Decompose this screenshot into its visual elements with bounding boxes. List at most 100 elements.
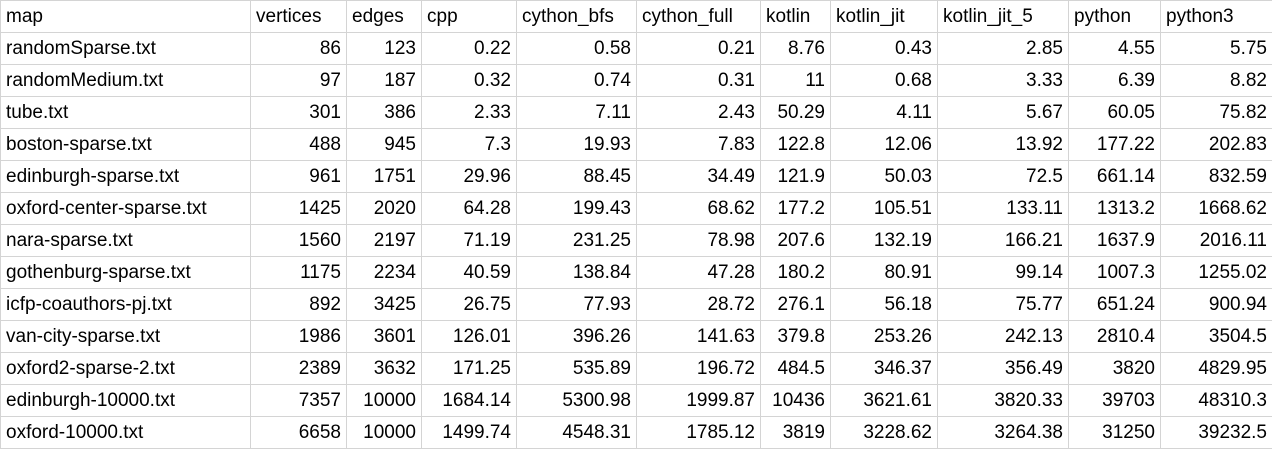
cell-python3[interactable]: 48310.3 xyxy=(1160,384,1272,417)
cell-vertices[interactable]: 1425 xyxy=(250,192,347,225)
cell-python[interactable]: 6.39 xyxy=(1068,64,1161,97)
cell-cython-bfs[interactable]: 138.84 xyxy=(516,256,637,289)
cell-cpp[interactable]: 0.32 xyxy=(421,64,517,97)
cell-edges[interactable]: 2197 xyxy=(346,224,422,257)
cell-kotlin-jit[interactable]: 0.43 xyxy=(830,32,938,65)
cell-cython-bfs[interactable]: 0.58 xyxy=(516,32,637,65)
cell-map[interactable]: edinburgh-10000.txt xyxy=(0,384,251,417)
column-header-cython-full[interactable]: cython_full xyxy=(636,0,761,33)
cell-python[interactable]: 661.14 xyxy=(1068,160,1161,193)
cell-python[interactable]: 3820 xyxy=(1068,352,1161,385)
cell-python[interactable]: 2810.4 xyxy=(1068,320,1161,353)
cell-kotlin-jit[interactable]: 4.11 xyxy=(830,96,938,129)
cell-cython-bfs[interactable]: 396.26 xyxy=(516,320,637,353)
cell-vertices[interactable]: 1560 xyxy=(250,224,347,257)
cell-cpp[interactable]: 2.33 xyxy=(421,96,517,129)
cell-python[interactable]: 31250 xyxy=(1068,416,1161,449)
cell-kotlin-jit-5[interactable]: 75.77 xyxy=(937,288,1069,321)
cell-cpp[interactable]: 26.75 xyxy=(421,288,517,321)
cell-map[interactable]: oxford2-sparse-2.txt xyxy=(0,352,251,385)
cell-cpp[interactable]: 40.59 xyxy=(421,256,517,289)
cell-vertices[interactable]: 7357 xyxy=(250,384,347,417)
cell-cython-full[interactable]: 78.98 xyxy=(636,224,761,257)
cell-kotlin[interactable]: 3819 xyxy=(760,416,831,449)
cell-python3[interactable]: 4829.95 xyxy=(1160,352,1272,385)
cell-kotlin-jit[interactable]: 253.26 xyxy=(830,320,938,353)
column-header-kotlin[interactable]: kotlin xyxy=(760,0,831,33)
cell-kotlin-jit-5[interactable]: 3820.33 xyxy=(937,384,1069,417)
cell-cpp[interactable]: 126.01 xyxy=(421,320,517,353)
cell-vertices[interactable]: 961 xyxy=(250,160,347,193)
cell-kotlin[interactable]: 10436 xyxy=(760,384,831,417)
cell-kotlin-jit-5[interactable]: 13.92 xyxy=(937,128,1069,161)
cell-cython-full[interactable]: 68.62 xyxy=(636,192,761,225)
cell-python3[interactable]: 900.94 xyxy=(1160,288,1272,321)
cell-edges[interactable]: 386 xyxy=(346,96,422,129)
cell-kotlin[interactable]: 122.8 xyxy=(760,128,831,161)
cell-python3[interactable]: 1255.02 xyxy=(1160,256,1272,289)
cell-kotlin-jit[interactable]: 56.18 xyxy=(830,288,938,321)
cell-kotlin[interactable]: 50.29 xyxy=(760,96,831,129)
cell-python3[interactable]: 5.75 xyxy=(1160,32,1272,65)
cell-kotlin-jit-5[interactable]: 356.49 xyxy=(937,352,1069,385)
cell-kotlin[interactable]: 484.5 xyxy=(760,352,831,385)
cell-kotlin-jit[interactable]: 346.37 xyxy=(830,352,938,385)
cell-cython-bfs[interactable]: 7.11 xyxy=(516,96,637,129)
cell-python[interactable]: 39703 xyxy=(1068,384,1161,417)
cell-cython-full[interactable]: 0.31 xyxy=(636,64,761,97)
cell-map[interactable]: randomSparse.txt xyxy=(0,32,251,65)
cell-kotlin[interactable]: 8.76 xyxy=(760,32,831,65)
cell-kotlin-jit-5[interactable]: 242.13 xyxy=(937,320,1069,353)
cell-cython-bfs[interactable]: 4548.31 xyxy=(516,416,637,449)
cell-kotlin-jit-5[interactable]: 3.33 xyxy=(937,64,1069,97)
column-header-map[interactable]: map xyxy=(0,0,251,33)
cell-python[interactable]: 60.05 xyxy=(1068,96,1161,129)
cell-map[interactable]: tube.txt xyxy=(0,96,251,129)
cell-map[interactable]: nara-sparse.txt xyxy=(0,224,251,257)
cell-cpp[interactable]: 1499.74 xyxy=(421,416,517,449)
cell-kotlin-jit-5[interactable]: 99.14 xyxy=(937,256,1069,289)
cell-map[interactable]: oxford-center-sparse.txt xyxy=(0,192,251,225)
cell-cython-full[interactable]: 28.72 xyxy=(636,288,761,321)
cell-kotlin-jit[interactable]: 80.91 xyxy=(830,256,938,289)
column-header-cpp[interactable]: cpp xyxy=(421,0,517,33)
cell-kotlin-jit-5[interactable]: 2.85 xyxy=(937,32,1069,65)
cell-vertices[interactable]: 97 xyxy=(250,64,347,97)
column-header-vertices[interactable]: vertices xyxy=(250,0,347,33)
cell-vertices[interactable]: 6658 xyxy=(250,416,347,449)
cell-vertices[interactable]: 86 xyxy=(250,32,347,65)
cell-cpp[interactable]: 71.19 xyxy=(421,224,517,257)
cell-cpp[interactable]: 64.28 xyxy=(421,192,517,225)
cell-cython-full[interactable]: 1785.12 xyxy=(636,416,761,449)
cell-kotlin-jit[interactable]: 3621.61 xyxy=(830,384,938,417)
cell-edges[interactable]: 187 xyxy=(346,64,422,97)
cell-cython-full[interactable]: 196.72 xyxy=(636,352,761,385)
cell-cython-bfs[interactable]: 199.43 xyxy=(516,192,637,225)
cell-kotlin-jit-5[interactable]: 133.11 xyxy=(937,192,1069,225)
cell-python3[interactable]: 202.83 xyxy=(1160,128,1272,161)
cell-kotlin-jit[interactable]: 132.19 xyxy=(830,224,938,257)
cell-cython-bfs[interactable]: 5300.98 xyxy=(516,384,637,417)
cell-python[interactable]: 177.22 xyxy=(1068,128,1161,161)
cell-edges[interactable]: 123 xyxy=(346,32,422,65)
cell-python[interactable]: 1007.3 xyxy=(1068,256,1161,289)
cell-map[interactable]: gothenburg-sparse.txt xyxy=(0,256,251,289)
cell-cython-bfs[interactable]: 535.89 xyxy=(516,352,637,385)
column-header-python[interactable]: python xyxy=(1068,0,1161,33)
cell-kotlin-jit[interactable]: 12.06 xyxy=(830,128,938,161)
cell-edges[interactable]: 10000 xyxy=(346,416,422,449)
cell-kotlin-jit[interactable]: 105.51 xyxy=(830,192,938,225)
cell-python3[interactable]: 39232.5 xyxy=(1160,416,1272,449)
cell-cython-full[interactable]: 7.83 xyxy=(636,128,761,161)
cell-edges[interactable]: 945 xyxy=(346,128,422,161)
cell-python3[interactable]: 8.82 xyxy=(1160,64,1272,97)
cell-cython-full[interactable]: 47.28 xyxy=(636,256,761,289)
cell-python3[interactable]: 832.59 xyxy=(1160,160,1272,193)
cell-edges[interactable]: 2020 xyxy=(346,192,422,225)
cell-python3[interactable]: 75.82 xyxy=(1160,96,1272,129)
cell-python[interactable]: 651.24 xyxy=(1068,288,1161,321)
cell-python[interactable]: 1313.2 xyxy=(1068,192,1161,225)
cell-kotlin[interactable]: 379.8 xyxy=(760,320,831,353)
column-header-edges[interactable]: edges xyxy=(346,0,422,33)
cell-python[interactable]: 4.55 xyxy=(1068,32,1161,65)
